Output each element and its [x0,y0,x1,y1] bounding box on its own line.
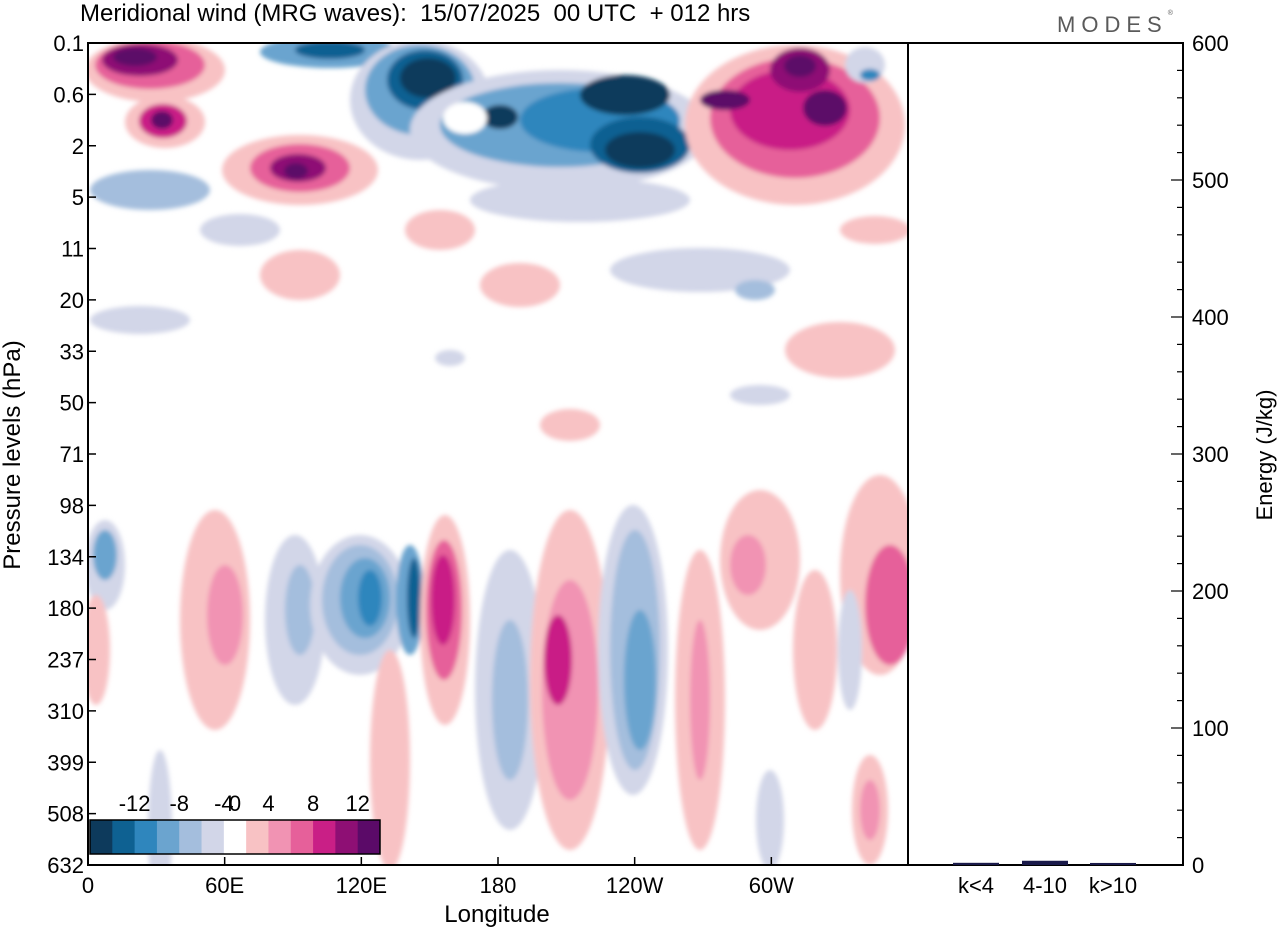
colorbar-swatch [290,820,314,854]
colorbar-label: -8 [169,791,189,816]
colorbar-swatch [313,820,336,854]
colorbar-swatch [156,820,180,854]
y-tick-label: 0.6 [53,82,84,107]
energy-tick-label: 400 [1192,305,1229,330]
pressure-axis: 0.1 0.6 2 5 11 20 33 50 71 98 134 180 237 310 399 508 63… [47,31,96,878]
energy-tick-label: 500 [1192,168,1229,193]
y-tick-label: 11 [61,237,84,262]
longitude-axis: 0 60E 120E 180 120W 60W [82,857,794,898]
colorbar-swatch [90,820,113,854]
x-axis-label: Longitude [444,901,549,928]
colorbar-label: -4 [214,791,234,816]
energy-tick-label: 100 [1192,716,1229,741]
y-tick-label: 98 [60,493,84,518]
colorbar-legend: -12 -8 -40 4 8 12 [89,791,381,855]
y-tick-label: 2 [72,134,84,159]
chart-title: Meridional wind (MRG waves): 15/07/2025 … [80,0,751,27]
energy-panel-frame [907,42,1184,866]
colorbar-swatch [246,820,269,854]
x-tick-label: 120W [606,873,664,898]
x-tick-label: 180 [480,873,517,898]
x-tick-label: 120E [336,873,387,898]
energy-bar [953,862,999,865]
y-tick-label: 50 [60,391,84,416]
colorbar-swatch [134,820,158,854]
colorbar-frame [89,819,381,855]
y-axis-label: Pressure levels (hPa) [0,340,26,569]
x-tick-label: 60E [205,873,244,898]
y-tick-label: 33 [60,339,84,364]
colorbar-label: 0 [229,791,241,816]
energy-tick-label: 0 [1192,853,1204,878]
colorbar-label: 4 [262,791,274,816]
y-tick-label: 180 [47,596,84,621]
colorbar-swatch [357,820,381,854]
x-tick-label: 60W [749,873,794,898]
brand-logo: MODES® [1057,10,1173,38]
y-tick-label: 632 [47,853,84,878]
y-tick-label: 399 [47,750,84,775]
contour-field [88,43,908,865]
energy-bars: k<4 4-10 k>10 [953,860,1137,898]
y-tick-label: 71 [60,442,84,467]
energy-bar [1090,862,1136,865]
colorbar-label: 12 [345,791,369,816]
energy-tick-label: 600 [1192,31,1229,56]
energy-category-label: k<4 [958,873,994,898]
energy-tick-label: 300 [1192,442,1229,467]
colorbar-label: 8 [307,791,319,816]
energy-category-label: 4-10 [1023,873,1067,898]
colorbar-swatch [179,820,203,854]
energy-bar [1022,860,1068,865]
energy-tick-label: 200 [1192,579,1229,604]
colorbar-swatch [268,820,292,854]
colorbar-swatch [223,820,247,854]
y-tick-label: 134 [47,545,84,570]
energy-axis-label: Energy (J/kg) [1252,390,1277,521]
energy-axis: 0 100 200 300 400 500 600 [1171,31,1229,878]
x-tick-label: 0 [82,873,94,898]
y-tick-label: 237 [47,648,84,673]
registered-mark: ® [1167,10,1173,17]
energy-category-label: k>10 [1089,873,1137,898]
y-tick-label: 508 [47,802,84,827]
colorbar-label: -12 [119,791,151,816]
y-tick-label: 5 [72,185,84,210]
brand-text: MODES [1057,12,1168,37]
y-tick-label: 0.1 [53,31,84,56]
colorbar-swatch [201,820,225,854]
colorbar-swatch [112,820,136,854]
y-tick-label: 20 [60,288,84,313]
y-tick-label: 310 [47,699,84,724]
colorbar-swatch [335,820,359,854]
